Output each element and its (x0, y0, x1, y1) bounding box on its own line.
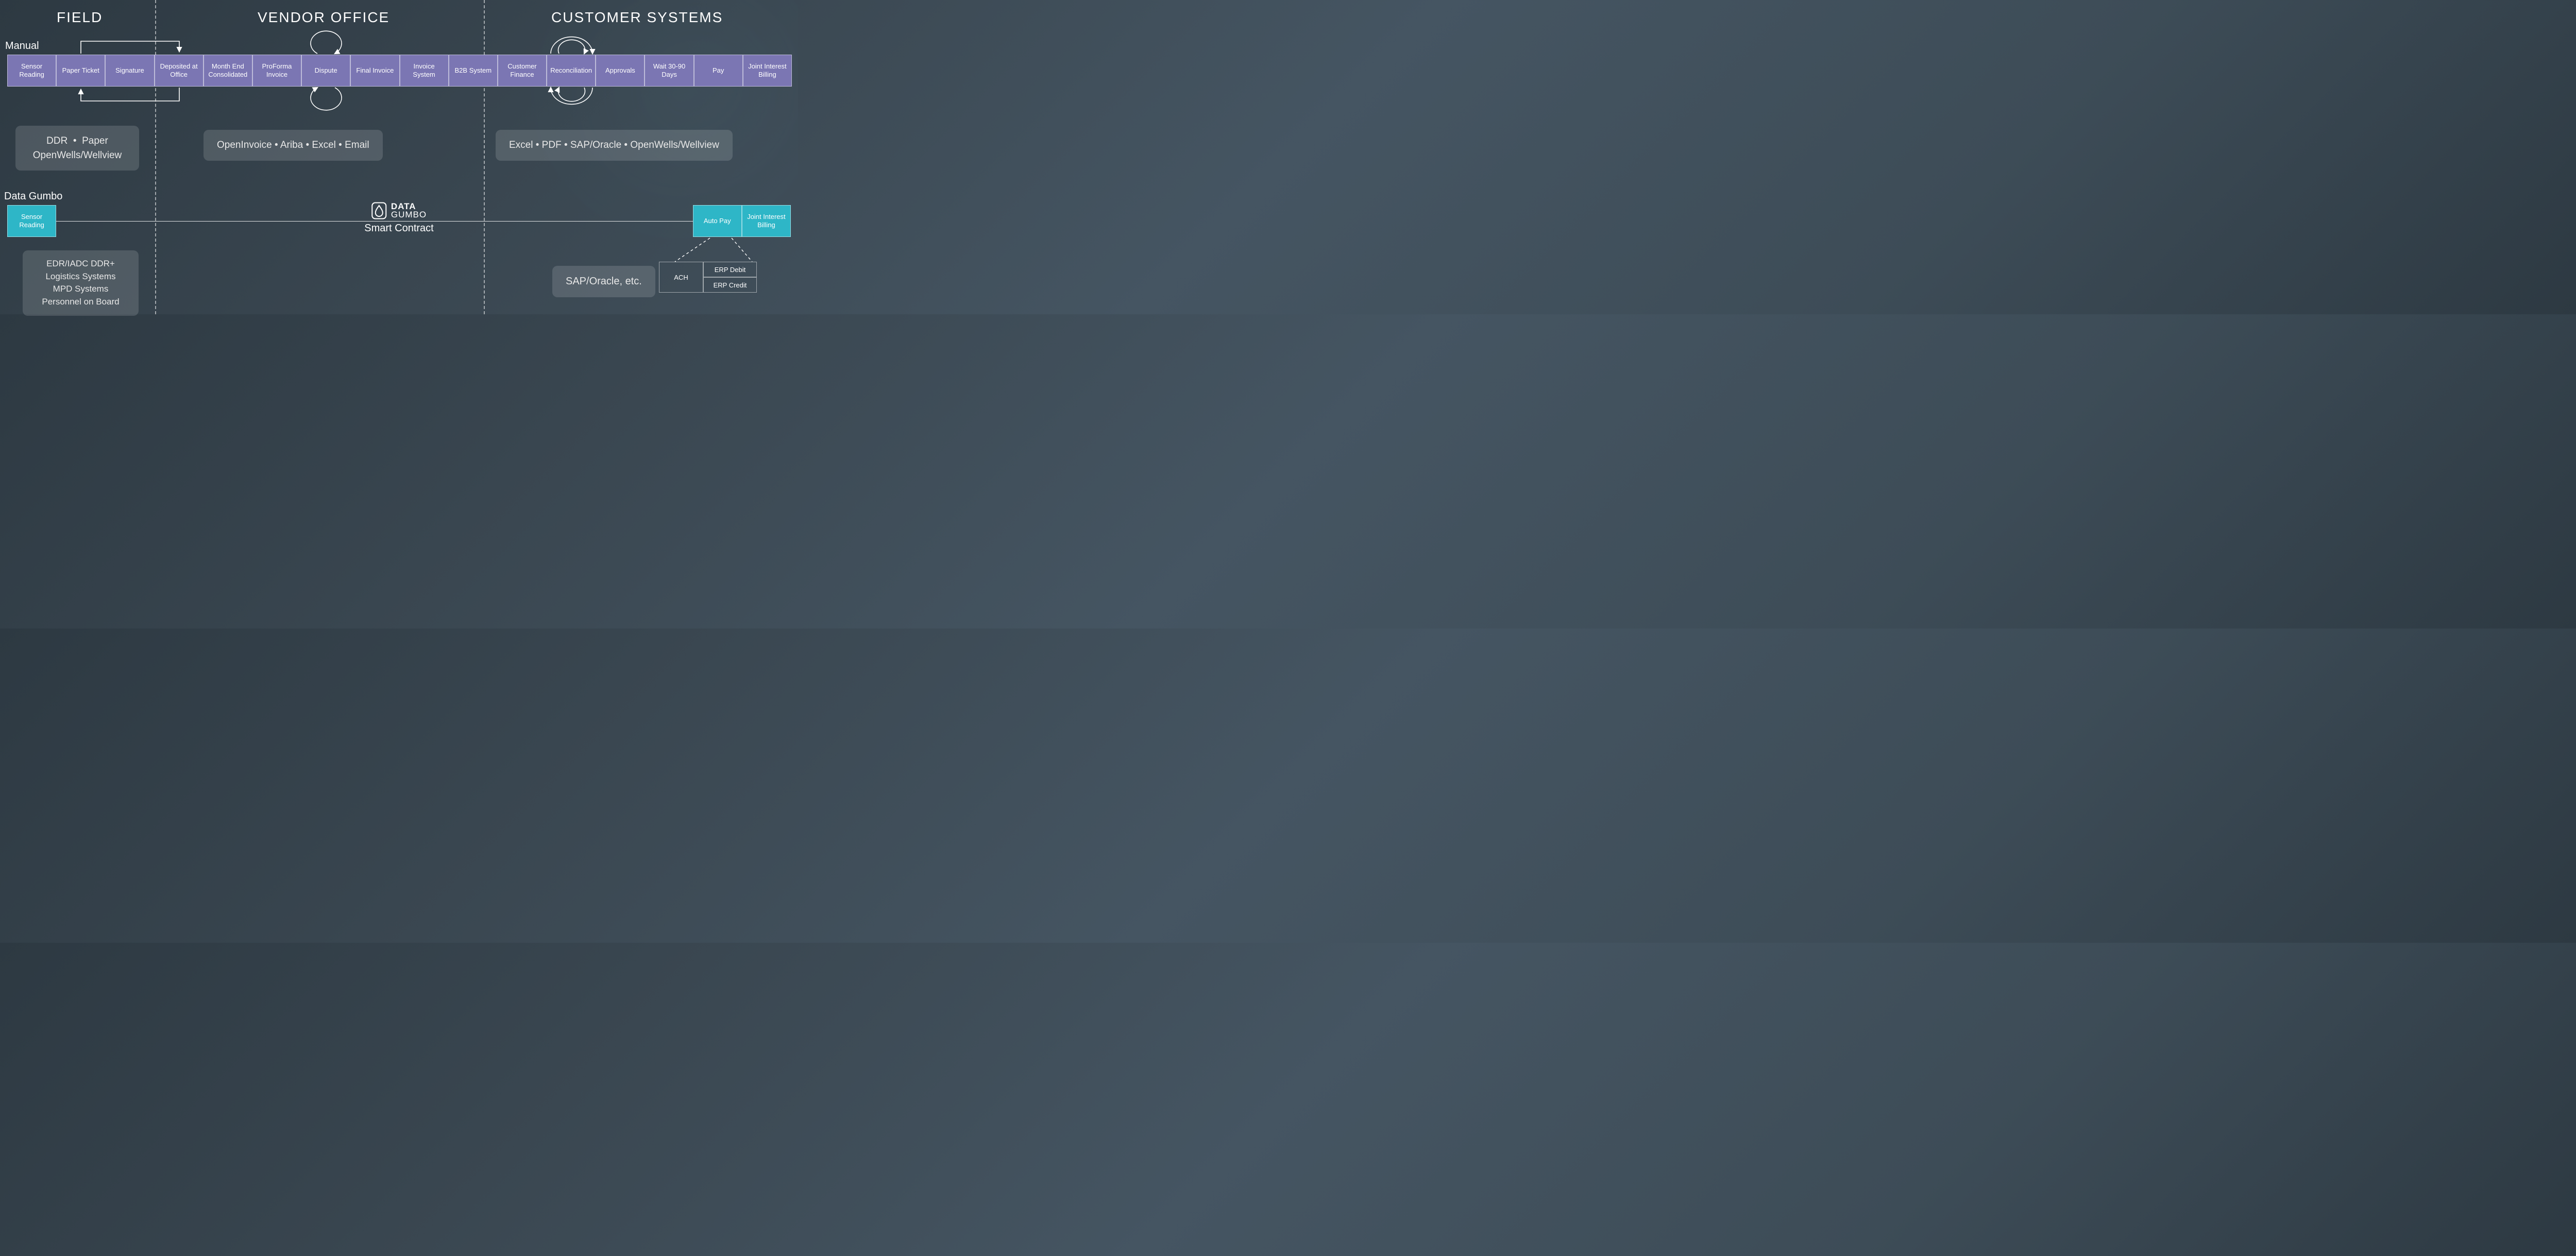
process-box: Customer Finance (498, 55, 547, 87)
pill-text: DDR • PaperOpenWells/Wellview (33, 135, 122, 161)
sub-box-ach: ACH (659, 262, 703, 293)
dg-box-sensor: Sensor Reading (7, 205, 56, 237)
drop-icon (371, 202, 387, 219)
process-box: Month End Consolidated (204, 55, 252, 87)
process-box: Sensor Reading (7, 55, 56, 87)
pill-text: EDR/IADC DDR+Logistics SystemsMPD System… (42, 259, 119, 307)
sub-box-erp-debit: ERP Debit (703, 262, 757, 277)
dg-box-jib: Joint Interest Billing (742, 205, 791, 237)
smart-contract-label: Smart Contract (364, 223, 433, 234)
process-box: Pay (694, 55, 743, 87)
dg-box-autopay: Auto Pay (693, 205, 742, 237)
dg-tools-pill-field: EDR/IADC DDR+Logistics SystemsMPD System… (23, 250, 139, 316)
column-separator (484, 0, 485, 314)
process-box: Invoice System (400, 55, 449, 87)
dg-tools-pill-customer: SAP/Oracle, etc. (552, 266, 655, 297)
datagumbo-logo: DATA GUMBO Smart Contract (364, 202, 433, 234)
process-box: Deposited at Office (155, 55, 204, 87)
section-label-datagumbo: Data Gumbo (4, 191, 62, 202)
process-box: Signature (105, 55, 154, 87)
column-header-customer: CUSTOMER SYSTEMS (551, 9, 723, 26)
process-box: Approvals (596, 55, 645, 87)
process-box: Paper Ticket (56, 55, 105, 87)
manual-process-row: Sensor Reading Paper Ticket Signature De… (7, 55, 792, 87)
process-box: Wait 30-90 Days (645, 55, 693, 87)
process-box: Dispute (301, 55, 350, 87)
tools-pill-field: DDR • PaperOpenWells/Wellview (15, 126, 139, 171)
payment-sub-boxes: ACH ERP Debit ERP Credit (659, 262, 757, 293)
section-label-manual: Manual (5, 40, 39, 52)
logo-text-bottom: GUMBO (391, 211, 427, 219)
process-box: ProForma Invoice (252, 55, 301, 87)
process-box: Joint Interest Billing (743, 55, 792, 87)
column-header-field: FIELD (57, 9, 103, 26)
tools-pill-vendor: OpenInvoice • Ariba • Excel • Email (204, 130, 383, 161)
sub-box-erp-credit: ERP Credit (703, 277, 757, 293)
process-box: Final Invoice (350, 55, 399, 87)
process-box: B2B System (449, 55, 498, 87)
column-separator (155, 0, 156, 314)
process-box: Reconciliation (547, 55, 596, 87)
tools-pill-customer: Excel • PDF • SAP/Oracle • OpenWells/Wel… (496, 130, 733, 161)
column-header-vendor: VENDOR OFFICE (258, 9, 389, 26)
